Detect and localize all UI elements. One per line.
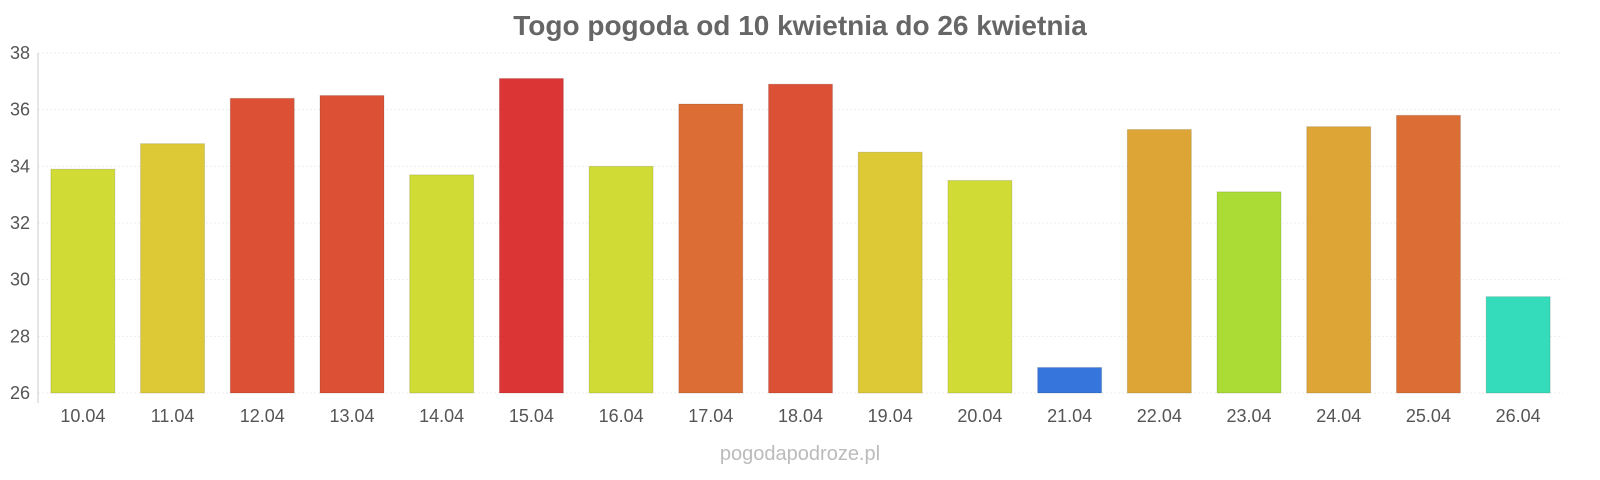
x-tick-label: 12.04 [240, 406, 285, 426]
y-tick-label: 32 [10, 213, 30, 233]
y-tick-label: 30 [10, 270, 30, 290]
y-tick-label: 34 [10, 156, 30, 176]
y-tick-label: 28 [10, 326, 30, 346]
bar-15.04 [498, 78, 564, 394]
bar-12.04 [229, 97, 295, 394]
x-tick-label: 14.04 [419, 406, 464, 426]
y-tick-label: 38 [10, 43, 30, 63]
bar-14.04 [409, 174, 475, 394]
bar-17.04 [678, 103, 744, 394]
bar-19.04 [857, 151, 923, 394]
bar-18.04 [768, 83, 833, 394]
x-tick-label: 13.04 [329, 406, 374, 426]
x-tick-label: 11.04 [151, 406, 195, 426]
bar-11.04 [140, 143, 206, 394]
bar-25.04 [1395, 114, 1461, 394]
bar-24.04 [1306, 126, 1372, 394]
x-tick-label: 18.04 [778, 406, 823, 426]
bar-20.04 [947, 180, 1013, 394]
x-tick-label: 26.04 [1496, 406, 1541, 426]
x-tick-label: 16.04 [599, 406, 644, 426]
chart-title: Togo pogoda od 10 kwietnia do 26 kwietni… [513, 10, 1087, 41]
bar-13.04 [319, 95, 385, 394]
bar-22.04 [1126, 129, 1192, 394]
bar-16.04 [588, 165, 654, 394]
x-tick-label: 10.04 [60, 406, 105, 426]
x-tick-label: 17.04 [688, 406, 733, 426]
x-tick-label: 25.04 [1406, 406, 1451, 426]
x-tick-label: 22.04 [1137, 406, 1182, 426]
x-tick-label: 24.04 [1316, 406, 1361, 426]
x-tick-label: 20.04 [957, 406, 1002, 426]
x-tick-label: 21.04 [1047, 406, 1092, 426]
bar-23.04 [1216, 191, 1282, 394]
source-credit[interactable]: pogodapodroze.pl [719, 443, 881, 465]
y-tick-label: 26 [10, 383, 30, 403]
x-tick-label: 23.04 [1227, 406, 1272, 426]
x-tick-label: 15.04 [509, 406, 554, 426]
bar-26.04 [1485, 296, 1551, 394]
y-tick-label: 36 [10, 100, 30, 120]
x-tick-label: 19.04 [868, 406, 913, 426]
bar-21.04 [1037, 367, 1103, 394]
bar-10.04 [50, 168, 116, 394]
